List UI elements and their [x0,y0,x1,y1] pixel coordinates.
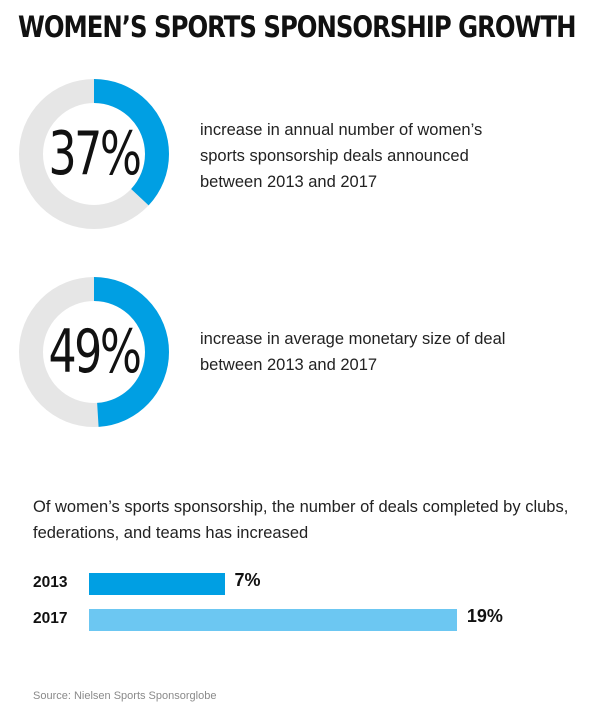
source-note: Source: Nielsen Sports Sponsorglobe [33,690,217,702]
donut-fill [19,277,169,427]
donut-chart [18,78,170,230]
stat-value: 37% [48,119,141,189]
stat-deal-count: 37% increase in annual number of women’s… [18,78,578,230]
stat-deal-size: 49% increase in average monetary size of… [18,276,578,428]
bar-value-label: 19% [466,606,503,626]
bar [89,609,457,631]
bar-chart: 2013 7% 2017 19% [33,566,573,636]
bar-category-label: 2013 [33,574,68,591]
bar [89,573,225,595]
stat-value: 49% [48,317,141,387]
bar-category-label: 2017 [33,610,68,627]
stat-description: increase in average monetary size of dea… [200,330,506,374]
donut-fill [19,79,169,229]
bar-row-2017: 2017 19% [33,606,573,632]
page-title: WOMEN’S SPORTS SPONSORSHIP GROWTH [18,10,576,44]
bar-row-2013: 2013 7% [33,570,573,596]
bar-chart-intro: Of women’s sports sponsorship, the numbe… [33,498,569,542]
donut-chart [18,276,170,428]
stat-description: increase in annual number of women’s spo… [200,121,483,191]
bar-value-label: 7% [234,570,261,590]
